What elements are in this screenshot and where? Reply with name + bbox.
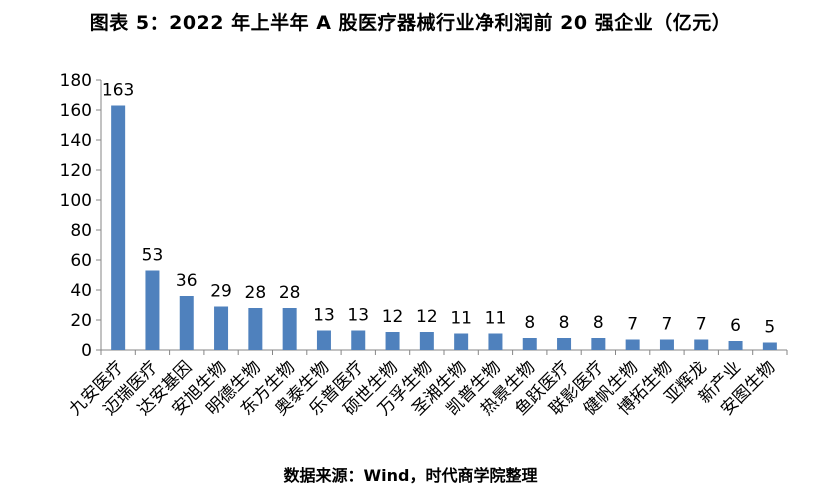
data-label: 28 [245,283,267,303]
bar [728,341,743,350]
data-label: 7 [627,315,638,335]
y-tick-label: 60 [70,251,92,271]
data-label: 53 [142,246,164,266]
data-label: 28 [279,283,301,303]
bar [419,332,434,350]
data-label: 5 [764,318,775,338]
data-label: 8 [524,313,535,333]
bar [145,270,160,350]
bar [351,330,366,350]
data-label: 6 [730,316,741,336]
source-note: 数据来源：Wind，时代商学院整理 [283,466,538,485]
y-tick-label: 160 [60,101,92,121]
bar [557,338,572,350]
data-label: 7 [696,315,707,335]
y-tick-label: 20 [70,311,92,331]
data-label: 13 [313,306,335,326]
bar [694,339,709,350]
bar [248,308,263,350]
bar [316,330,331,350]
y-tick-label: 80 [70,221,92,241]
y-tick-label: 40 [70,281,92,301]
y-tick-label: 100 [60,191,92,211]
bar [488,333,503,350]
data-label: 13 [347,306,369,326]
bar [385,332,400,350]
data-label: 12 [382,307,404,327]
data-label: 7 [662,315,673,335]
chart-title: 图表 5：2022 年上半年 A 股医疗器械行业净利润前 20 强企业（亿元） [89,12,732,34]
bar [625,339,640,350]
bar [111,105,126,350]
data-label: 8 [593,313,604,333]
data-label: 11 [485,309,507,329]
data-label: 36 [176,271,198,291]
y-tick-label: 140 [60,131,92,151]
bar [591,338,606,350]
y-tick-label: 120 [60,161,92,181]
bar [522,338,537,350]
bar [454,333,469,350]
data-label: 8 [559,313,570,333]
bar [179,296,194,350]
data-label: 163 [102,81,134,101]
y-tick-label: 0 [81,341,92,361]
bar [762,342,777,350]
y-tick-label: 180 [60,71,92,91]
data-label: 29 [210,282,232,302]
bar [659,339,674,350]
bar [214,306,229,350]
data-label: 11 [450,309,472,329]
bar [282,308,297,350]
data-label: 12 [416,307,438,327]
